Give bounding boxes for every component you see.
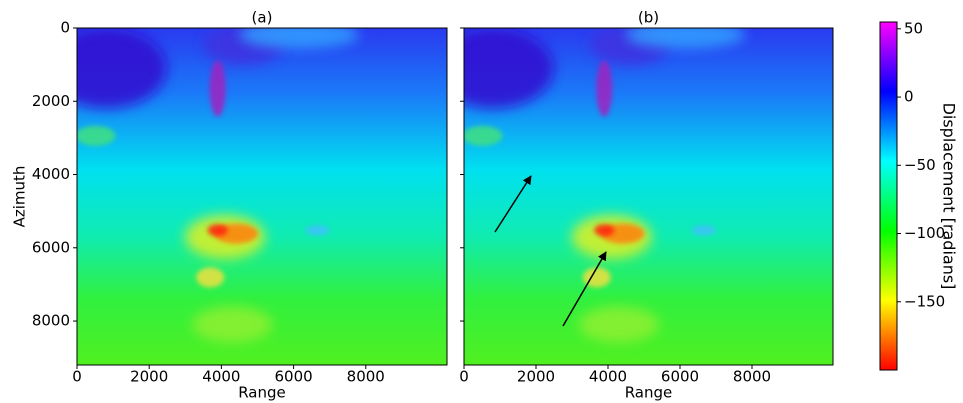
heatmap-feature <box>77 125 116 146</box>
y-tick-label: 0 <box>60 19 70 37</box>
colorbar-tick-label: −100 <box>904 224 945 242</box>
heatmap-feature <box>582 267 611 288</box>
x-tick-label: 2000 <box>130 368 168 386</box>
heatmap-feature <box>464 28 554 109</box>
colorbar-tick-label: 0 <box>904 88 914 106</box>
y-tick-label: 4000 <box>32 165 70 183</box>
x-tick-label: 8000 <box>347 368 385 386</box>
colorbar-label: Displacement [radians] <box>940 103 959 290</box>
heatmap-feature <box>192 306 273 343</box>
plot-frame <box>463 27 834 366</box>
colorbar <box>879 21 898 371</box>
y-tick-label: 2000 <box>32 92 70 110</box>
x-tick-label: 4000 <box>202 368 240 386</box>
y-tick-label: 8000 <box>32 312 70 330</box>
colorbar-tick-label: −150 <box>904 292 945 310</box>
x-tick-label: 8000 <box>733 368 771 386</box>
x-tick-label: 4000 <box>589 368 627 386</box>
heatmap <box>77 28 447 365</box>
x-axis-label: Range <box>238 384 286 402</box>
x-tick-label: 2000 <box>517 368 555 386</box>
heatmap-feature <box>464 125 503 146</box>
heatmap-feature <box>691 225 716 236</box>
y-tick-label: 6000 <box>32 238 70 256</box>
heatmap-feature <box>596 60 613 117</box>
heatmap-feature <box>207 224 228 237</box>
heatmap-images <box>77 28 833 365</box>
x-tick-label: 6000 <box>274 368 312 386</box>
plot-frame <box>76 27 448 366</box>
heatmap-feature <box>209 60 226 117</box>
heatmap-feature <box>578 306 659 343</box>
x-tick-label: 6000 <box>661 368 699 386</box>
x-tick-label: 0 <box>459 368 469 386</box>
panel-title: (a) <box>252 9 273 27</box>
heatmap-feature <box>625 28 746 49</box>
heatmap-feature <box>77 28 167 109</box>
annotation-arrows <box>494 175 607 327</box>
heatmap <box>464 28 833 365</box>
heatmap-feature <box>196 267 225 288</box>
colorbar-tick-label: −50 <box>904 156 936 174</box>
heatmap-feature <box>305 225 330 236</box>
heatmap-feature <box>239 28 359 49</box>
y-axis-label: Azimuth <box>11 166 29 228</box>
x-axis-label: Range <box>625 384 673 402</box>
heatmap-feature <box>594 224 615 237</box>
panel-title: (b) <box>638 9 659 27</box>
colorbar-tick-label: 50 <box>904 19 923 37</box>
x-tick-label: 0 <box>72 368 82 386</box>
